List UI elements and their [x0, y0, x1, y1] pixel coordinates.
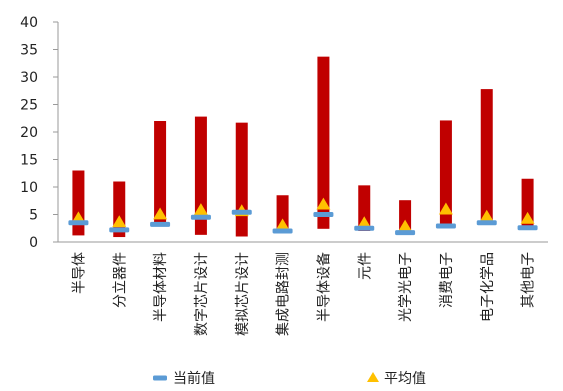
current-marker — [150, 221, 171, 227]
y-tick-label: 10 — [20, 180, 38, 196]
average-marker — [357, 216, 372, 229]
x-tick-label: 电子化学品 — [480, 252, 496, 322]
y-tick-label: 40 — [20, 15, 38, 31]
x-tick-label: 光学光电子 — [398, 252, 414, 322]
y-tick-label: 15 — [20, 153, 38, 169]
range-bar — [235, 122, 248, 237]
y-tick-label: 20 — [20, 125, 38, 141]
x-tick-label: 半导体 — [71, 252, 87, 294]
y-tick-label: 25 — [20, 98, 38, 114]
range-bar — [358, 185, 371, 231]
current-marker — [231, 209, 252, 215]
average-marker — [193, 203, 208, 215]
x-tick-label: 集成电路封测 — [275, 252, 292, 336]
range-bar — [521, 178, 534, 230]
markers — [68, 197, 538, 236]
average-marker — [438, 202, 453, 215]
x-axis: 半导体 分立器件 半导体材料 数字芯片设计 模拟芯片设计 集成电路封测 半导体设备 元件 光学光… — [58, 241, 548, 336]
current-marker — [190, 214, 211, 220]
legend-average-swatch — [367, 372, 379, 382]
average-marker — [398, 219, 413, 232]
current-marker — [517, 225, 538, 231]
range-bar — [72, 170, 85, 236]
x-tick-label: 半导体材料 — [153, 252, 169, 322]
y-tick-label: 35 — [20, 43, 38, 59]
range-bars — [72, 56, 534, 238]
average-marker — [112, 215, 127, 228]
range-bar — [194, 116, 207, 235]
legend-current-swatch — [153, 375, 167, 381]
legend-current-label: 当前值 — [173, 370, 215, 387]
x-tick-label: 模拟芯片设计 — [235, 252, 251, 336]
x-tick-label: 其他电子 — [521, 252, 537, 308]
current-marker — [476, 220, 497, 226]
x-tick-label: 元件 — [357, 252, 373, 280]
current-marker — [395, 230, 416, 236]
average-marker — [275, 218, 290, 231]
legend-average-label: 平均值 — [384, 371, 426, 387]
y-tick-label: 30 — [20, 70, 38, 86]
average-marker — [316, 197, 331, 210]
range-bar — [276, 195, 289, 231]
x-tick-label: 消费电子 — [439, 252, 455, 308]
x-tick-label: 分立器件 — [112, 252, 128, 308]
average-marker — [153, 207, 168, 220]
current-marker — [313, 212, 334, 217]
average-marker — [520, 211, 535, 224]
legend: 当前值 平均值 — [153, 370, 426, 387]
current-marker — [354, 225, 375, 231]
x-tick-label: 数字芯片设计 — [194, 252, 210, 336]
current-marker — [435, 223, 456, 229]
range-bar — [439, 120, 452, 228]
y-tick-label: 5 — [29, 208, 38, 224]
y-axis: 0 5 10 15 20 25 30 35 40 — [20, 15, 59, 251]
y-tick-label: 0 — [29, 235, 38, 251]
current-marker — [272, 228, 293, 234]
current-marker — [68, 220, 89, 226]
current-marker — [109, 227, 130, 233]
range-bar — [317, 56, 330, 229]
x-tick-label: 半导体设备 — [315, 252, 332, 322]
range-bar — [154, 121, 167, 226]
average-marker — [479, 209, 494, 222]
range-bar — [480, 89, 493, 224]
